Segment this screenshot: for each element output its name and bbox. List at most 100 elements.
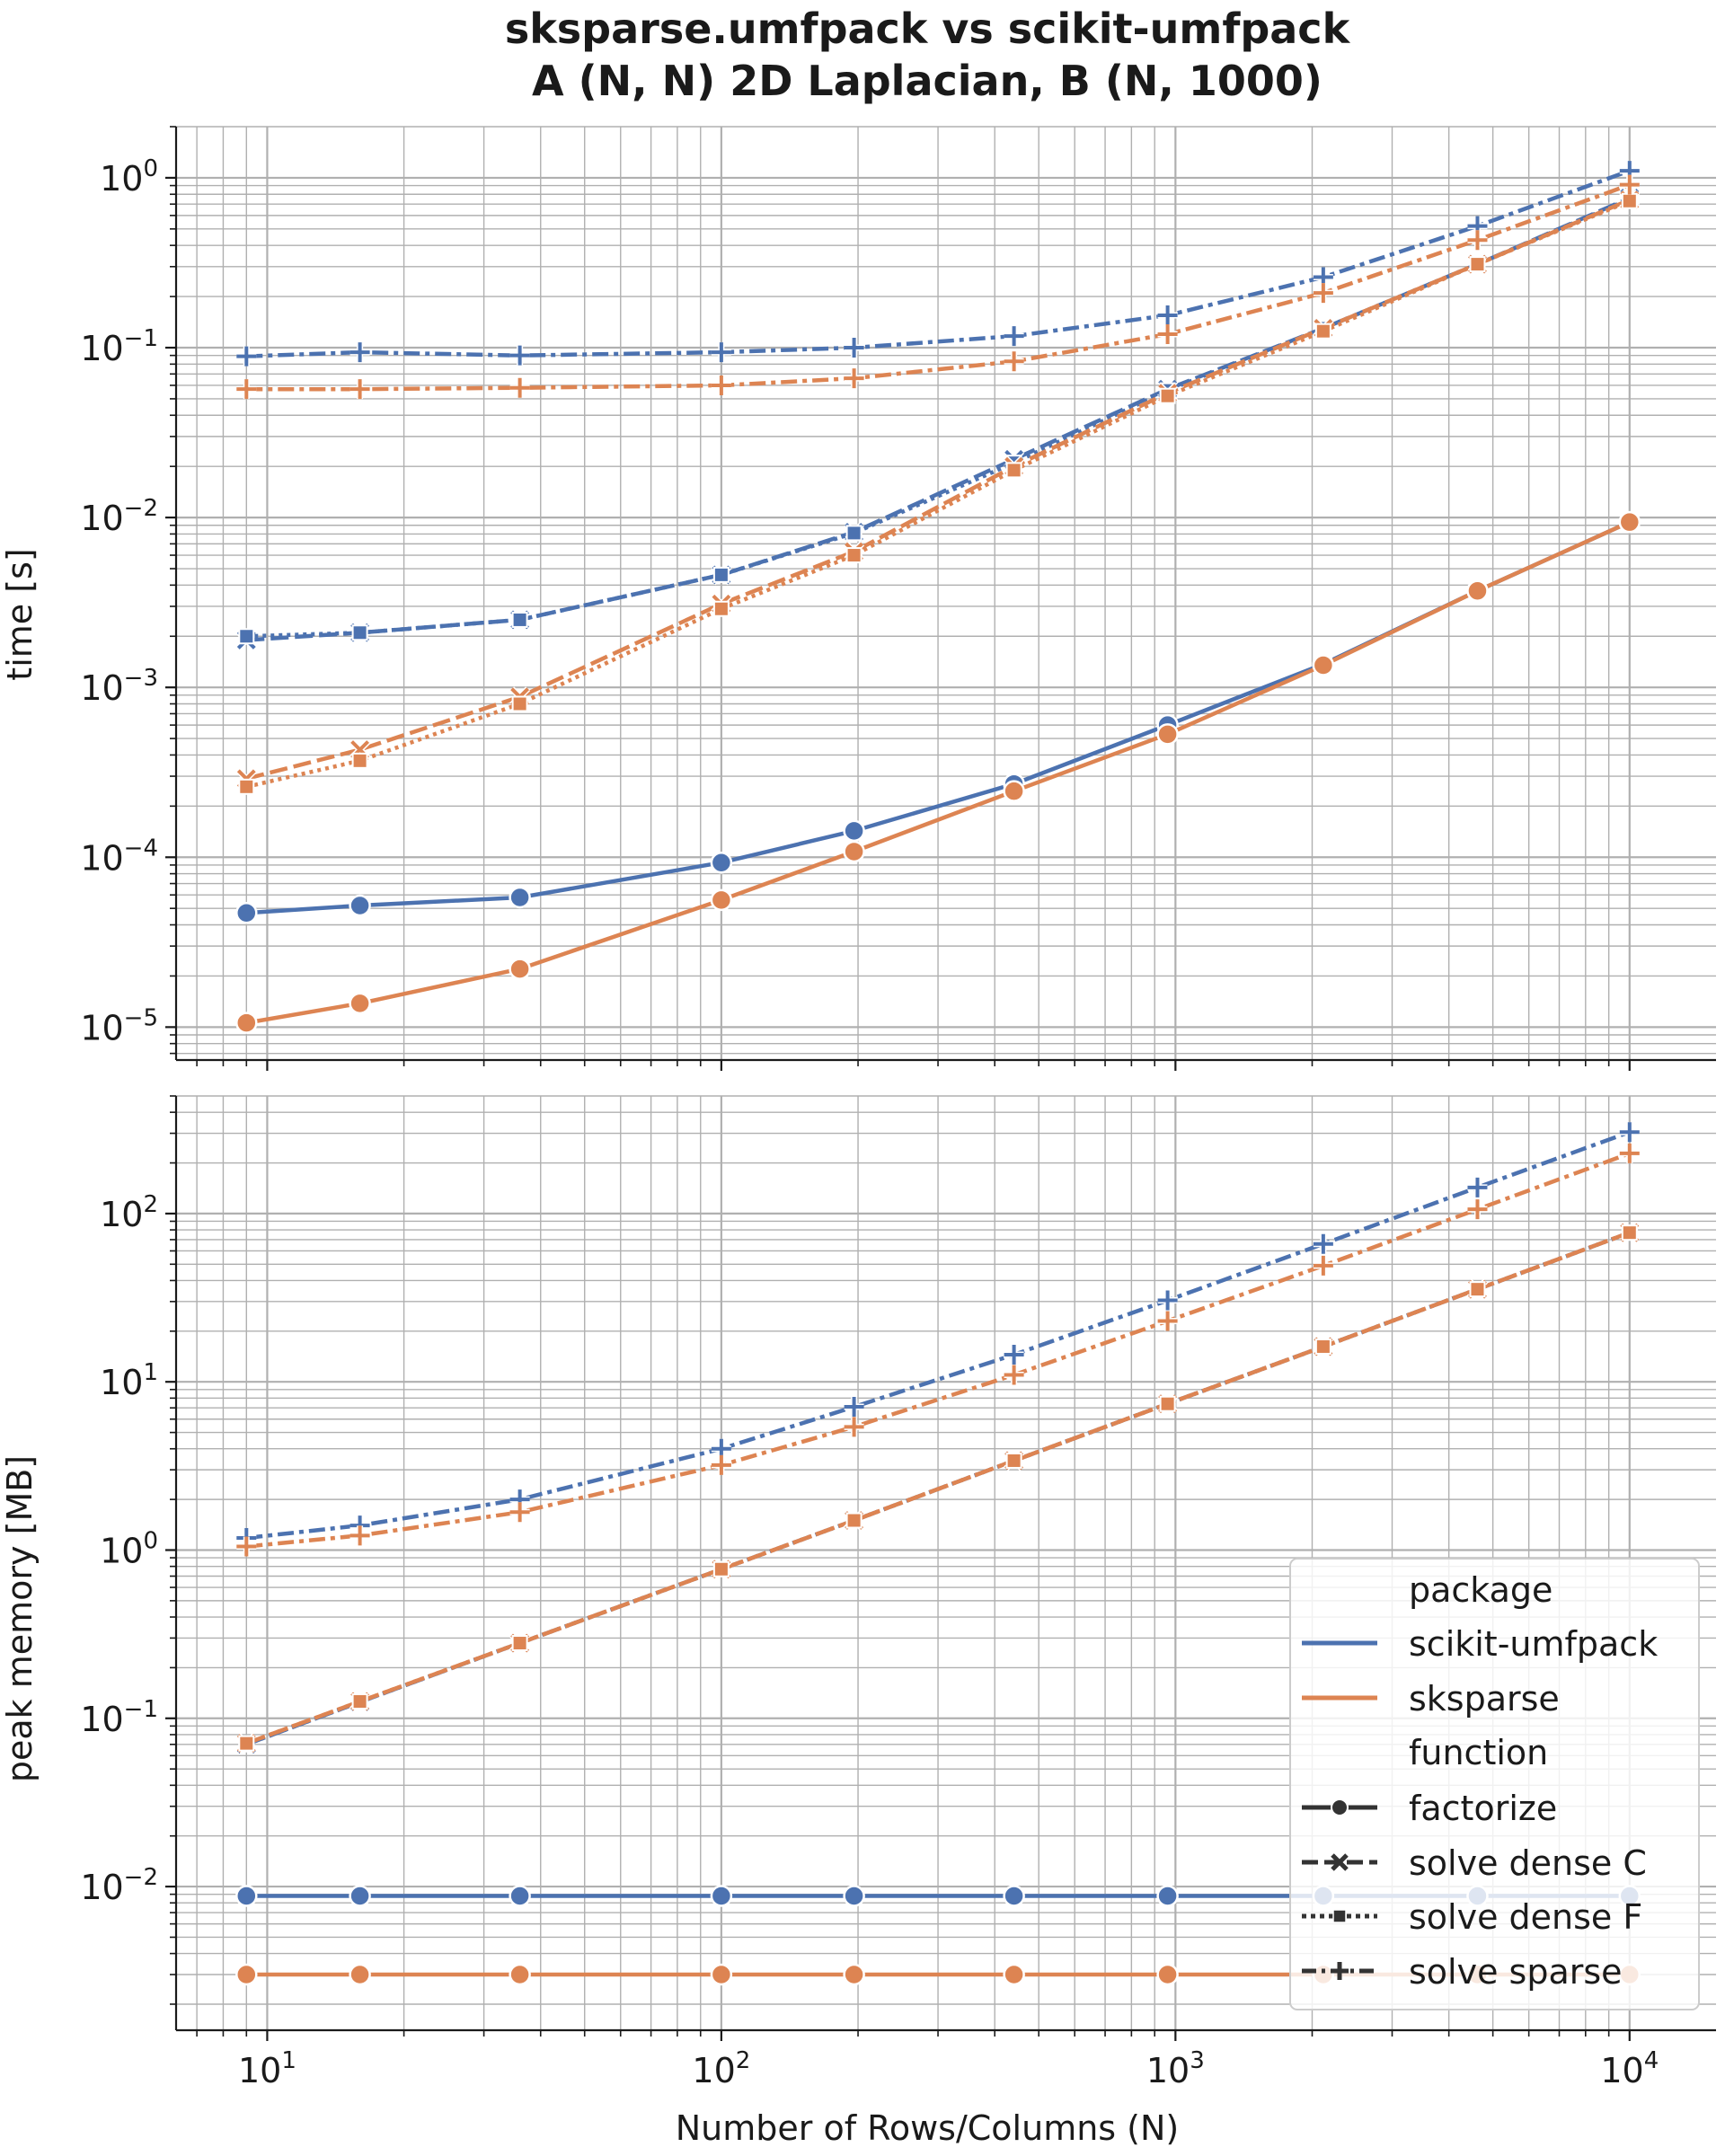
time-series-sksparse-solve-dense-f-point [1314,323,1331,340]
time-series-sksparse-solve-sparse-point [236,379,257,400]
memory-series-sksparse-solve-sparse-point [711,1454,731,1475]
time-series-scikit-umfpack-solve-sparse-point [349,342,370,363]
legend-entry-solve-dense-c: solve dense C [1302,1843,1647,1883]
legend-marker-solve-dense-f [1332,1909,1347,1923]
time-series-scikit-umfpack-factorize-point [235,902,258,924]
time-series-sksparse-solve-dense-f-point [351,752,368,769]
memory-series-sksparse-factorize-point [710,1963,733,1986]
legend: package scikit-umfpack sksparse function… [1289,1558,1700,2010]
memory-series-sksparse-factorize-point [349,1963,371,1986]
time-series-sksparse-solve-sparse-point [349,379,370,400]
time-series-sksparse-factorize-point [1156,723,1179,746]
time-series-sksparse-solve-sparse-point [844,368,864,389]
memory-series-sksparse-solve-dense-f-point [845,1512,862,1529]
time-series-scikit-umfpack-solve-dense-f-point [238,628,255,645]
memory-series-sksparse-solve-sparse-point [1004,1365,1024,1385]
memory-series-sksparse-solve-dense-f-line [245,1231,1631,1745]
memory-series-sksparse-solve-dense-f-point [511,1635,528,1652]
time-series-sksparse-factorize-point [1618,510,1641,534]
memory-series-sksparse-solve-sparse-point [844,1417,864,1437]
legend-label-solve-dense-c: solve dense C [1409,1843,1647,1883]
legend-frame [1289,1558,1700,2010]
legend-entry-sksparse: sksparse [1302,1679,1560,1719]
time-y-tick-label: 10−1 [80,325,158,368]
legend-entry-scikit-umfpack: scikit-umfpack [1302,1624,1658,1664]
x-tick-label: 102 [692,2047,750,2090]
time-series-sksparse-factorize-point [710,888,733,912]
memory-series-sksparse-solve-dense-f-point [1621,1224,1638,1241]
time-series-sksparse-solve-sparse-point [1157,324,1178,345]
time-panel: time [s] 10−5 10−4 10−3 10−2 10−1 100 [0,126,1716,1071]
time-series-scikit-umfpack-factorize-point [710,851,733,874]
time-series-scikit-umfpack-factorize-point [843,819,865,843]
memory-series-sksparse-factorize-point [235,1963,258,1986]
memory-series-sksparse-solve-sparse-point [1467,1199,1488,1220]
time-series-sksparse-solve-sparse-point [509,377,530,398]
time-series-sksparse-solve-sparse-point [1313,283,1333,304]
time-series-scikit-umfpack-solve-sparse-point [844,338,864,358]
time-series-sksparse-factorize-point [1466,579,1489,602]
legend-label-factorize: factorize [1409,1789,1557,1828]
memory-series-scikit-umfpack-factorize-point [1156,1885,1179,1907]
memory-series-scikit-umfpack-factorize-point [349,1885,371,1907]
time-series-sksparse-solve-sparse-line [246,182,1631,392]
legend-marker-solve-dense-c [1331,1853,1349,1871]
memory-y-tick-label: 10−2 [80,1864,158,1907]
legend-label-scikit-umfpack: scikit-umfpack [1409,1624,1658,1664]
time-series-scikit-umfpack-solve-sparse-point [509,345,530,366]
time-series-sksparse-factorize [235,510,1641,1034]
time-series-sksparse-solve-dense-f-point [238,778,255,795]
time-y-tick-label: 10−2 [80,495,158,538]
memory-series-scikit-umfpack-solve-sparse-point [1004,1344,1024,1365]
time-series-sksparse-solve-dense-f-point [511,695,528,712]
memory-y-tick-label: 101 [100,1359,158,1402]
time-series-sksparse-solve-sparse-point [1467,230,1488,251]
memory-series-scikit-umfpack-factorize-point [843,1885,865,1907]
time-y-tick-label: 10−3 [80,665,158,708]
memory-series-scikit-umfpack-solve-sparse-point [1313,1233,1333,1254]
time-y-tick-label: 100 [100,155,158,199]
memory-series-sksparse-solve-dense-f-point [1314,1338,1331,1355]
x-tick-label: 101 [238,2047,296,2090]
memory-series-sksparse-factorize-point [843,1963,865,1986]
memory-series-scikit-umfpack-solve-sparse-line [246,1130,1631,1541]
time-series-scikit-umfpack-solve-sparse-point [711,342,731,363]
memory-series-sksparse-solve-dense-f-point [1005,1452,1022,1469]
memory-series-sksparse-solve-dense-f-point [351,1692,368,1710]
time-series-scikit-umfpack-solve-dense-f-point [511,611,528,628]
memory-series-scikit-umfpack-solve-sparse-point [1619,1122,1640,1143]
time-y-tick-label: 10−4 [80,835,158,878]
legend-label-sksparse: sksparse [1409,1679,1560,1719]
time-series-scikit-umfpack-solve-dense-f-point [351,624,368,641]
time-series-sksparse-solve-sparse-point [1619,174,1640,195]
x-axis-label: Number of Rows/Columns (N) [676,2108,1180,2148]
memory-series-sksparse-solve-sparse-point [1619,1143,1640,1163]
memory-series-sksparse-solve-dense-f-point [1469,1281,1486,1298]
legend-label-solve-sparse: solve sparse [1409,1952,1623,1992]
memory-series-sksparse-factorize-point [1003,1963,1025,1986]
time-series-sksparse-solve-dense-c-line [245,198,1631,781]
time-series-sksparse-solve-sparse [236,174,1640,400]
time-y-tick-label: 10−5 [80,1004,158,1047]
legend-entry-solve-dense-f: solve dense F [1302,1897,1642,1937]
time-series-sksparse-factorize-line [245,520,1631,1025]
memory-series-sksparse-solve-dense-f-point [238,1735,255,1752]
memory-y-tick-label: 102 [100,1191,158,1234]
memory-series-sksparse-solve-sparse-point [509,1502,530,1523]
time-series-scikit-umfpack-solve-sparse-line [246,168,1631,358]
chart-title-line-1: sksparse.umfpack vs scikit-umfpack [505,4,1351,53]
time-series-scikit-umfpack-solve-sparse [236,161,1640,367]
memory-panel-y-label: peak memory [MB] [0,1455,40,1782]
time-series-sksparse-solve-dense-f-point [845,547,862,564]
memory-series-sksparse-solve-sparse-point [349,1525,370,1546]
memory-series-scikit-umfpack-factorize-point [710,1885,733,1907]
memory-series-scikit-umfpack-factorize-point [235,1885,258,1907]
time-series-sksparse-solve-dense-f-point [1005,462,1022,479]
legend-package-header: package [1409,1570,1552,1610]
time-series-scikit-umfpack-solve-sparse-point [1157,305,1178,326]
memory-series-sksparse-factorize-point [1156,1963,1179,1986]
x-tick-label: 103 [1146,2047,1205,2090]
memory-y-tick-label: 100 [100,1527,158,1570]
time-series-sksparse-factorize-point [509,958,531,980]
time-series-scikit-umfpack-solve-sparse-point [1004,326,1024,347]
